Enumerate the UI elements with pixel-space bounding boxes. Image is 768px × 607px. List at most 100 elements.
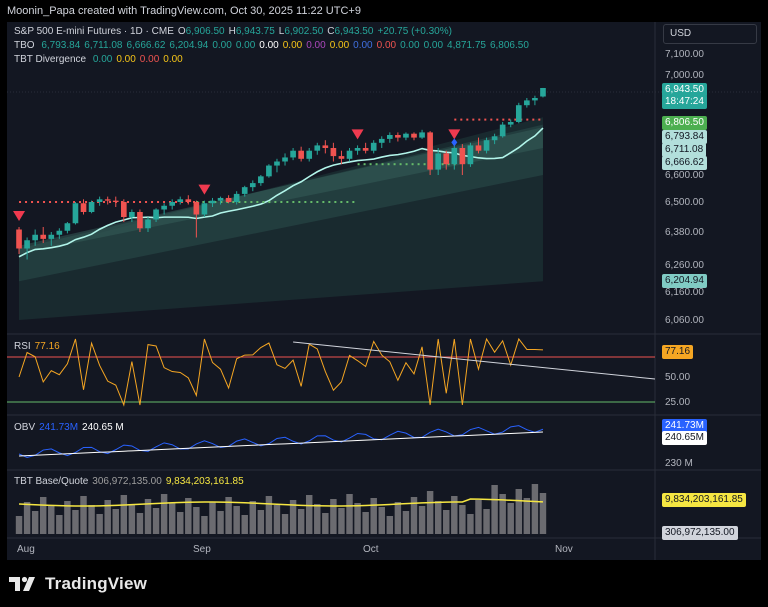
tbt-bar xyxy=(507,503,514,534)
level-dot xyxy=(268,201,271,203)
tbo_legend-value: 6,711.08 xyxy=(84,40,123,51)
candle-body xyxy=(201,203,208,215)
tbt-bar xyxy=(418,506,426,534)
price-tick-label: 6,600.00 xyxy=(665,170,704,181)
candle-body xyxy=(427,132,433,170)
level-dot xyxy=(411,163,414,166)
candle-body xyxy=(88,202,95,212)
tbt-bar xyxy=(314,504,321,534)
main-legend: S&P 500 E-mini Futures · 1D · CME O6,906.… xyxy=(14,26,456,37)
tbt-bar xyxy=(338,508,345,534)
candle-body xyxy=(451,148,458,165)
tbo_legend-value: 0.00 xyxy=(212,40,232,51)
tbt-bar xyxy=(523,498,531,534)
chart-area[interactable]: 7,100.007,000.006,900.006,800.006,700.00… xyxy=(7,22,761,560)
level-dot xyxy=(369,163,372,166)
level-dot xyxy=(151,201,154,203)
candle-body xyxy=(306,150,313,159)
level-dot xyxy=(322,201,325,203)
candle-body xyxy=(161,205,167,210)
level-dot xyxy=(157,201,160,203)
candle-body xyxy=(354,148,361,151)
candle-body xyxy=(515,105,522,122)
tbo_legend-value: 0.00 xyxy=(282,40,303,51)
candle-body xyxy=(386,135,393,139)
tbt-bar xyxy=(48,506,55,534)
candle-body xyxy=(540,87,546,97)
level-dot xyxy=(127,201,130,203)
level-dot xyxy=(526,118,529,121)
candle-body xyxy=(24,240,30,249)
tbt-quote-line xyxy=(18,498,544,507)
candle-body xyxy=(153,209,159,220)
level-dot xyxy=(256,201,259,203)
tbt-bar xyxy=(136,513,144,534)
candle-body xyxy=(40,234,47,239)
price-badge: 6,666.62 xyxy=(662,156,707,170)
candle-body xyxy=(443,153,450,165)
tbt-bar xyxy=(96,514,103,534)
level-dot xyxy=(460,118,463,121)
candle-body xyxy=(32,234,38,241)
tbt-bar xyxy=(467,514,474,534)
level-dot xyxy=(340,201,343,203)
time-axis-label: Aug xyxy=(17,544,35,555)
candle-body xyxy=(274,161,280,166)
level-dot xyxy=(208,201,211,203)
level-dot xyxy=(214,201,217,203)
level-dot xyxy=(363,163,366,166)
level-dot xyxy=(103,201,106,203)
candle-body xyxy=(330,148,337,157)
price-tick-label: 6,260.00 xyxy=(665,260,704,271)
tbo_legend-value: 0.00 xyxy=(235,40,256,51)
level-dot xyxy=(328,201,331,203)
tbt-bar xyxy=(297,509,305,534)
level-dot xyxy=(79,201,82,203)
indicator-badge: 240.65M xyxy=(662,431,707,445)
tradingview-logo[interactable]: TradingView xyxy=(9,574,147,594)
rsi-label: RSI xyxy=(14,341,31,352)
obv-ma-value: 240.65 M xyxy=(82,422,124,433)
tbt-bar xyxy=(362,512,369,534)
tbt-bar xyxy=(104,500,111,534)
level-dot xyxy=(304,201,307,203)
tbt-bar xyxy=(249,501,257,534)
level-dot xyxy=(139,201,142,203)
candle-body xyxy=(524,100,530,106)
rsi-legend: RSI 77.16 xyxy=(14,341,64,352)
level-dot xyxy=(19,201,22,203)
currency-selector[interactable]: USD xyxy=(663,24,757,44)
tbt-bar xyxy=(120,495,128,534)
tbo_legend-value: 0.00 xyxy=(259,40,279,51)
tbo_legend-value: 6,806.50 xyxy=(489,40,529,51)
candle-body xyxy=(419,132,425,138)
candle-body xyxy=(241,187,248,194)
level-dot xyxy=(393,163,396,166)
candle-body xyxy=(177,199,184,202)
chart-svg[interactable]: 7,100.007,000.006,900.006,800.006,700.00… xyxy=(7,22,761,560)
tbo_legend-value: 0.00 xyxy=(306,40,326,51)
candle-body xyxy=(120,202,127,217)
candle-body xyxy=(411,133,417,138)
tbt-label: TBT Base/Quote xyxy=(14,476,89,487)
price-tick-label: 7,000.00 xyxy=(665,70,704,81)
tbt-bar xyxy=(144,499,152,534)
price-badge: 6,204.94 xyxy=(662,274,707,288)
tbt-bar xyxy=(152,508,160,534)
tbt-bar xyxy=(386,516,394,534)
tbt-bar xyxy=(265,496,273,534)
candle-body xyxy=(185,199,192,202)
candle-body xyxy=(96,199,103,202)
level-dot xyxy=(262,201,265,203)
candle-body xyxy=(290,150,296,158)
candle-body xyxy=(362,148,369,151)
level-dot xyxy=(484,118,487,121)
h-label: H xyxy=(228,26,236,37)
obv-value: 241.73M xyxy=(39,422,79,433)
rsi-value: 77.16 xyxy=(34,341,60,352)
tbt-bar xyxy=(39,497,47,534)
tbo_legend-value: 4,871.75 xyxy=(447,40,486,51)
rsi-tick-label: 50.00 xyxy=(665,372,690,383)
tbo-legend: TBO 6,793.84 6,711.08 6,666.62 6,204.94 0.00… xyxy=(14,40,533,51)
level-dot xyxy=(133,201,136,203)
